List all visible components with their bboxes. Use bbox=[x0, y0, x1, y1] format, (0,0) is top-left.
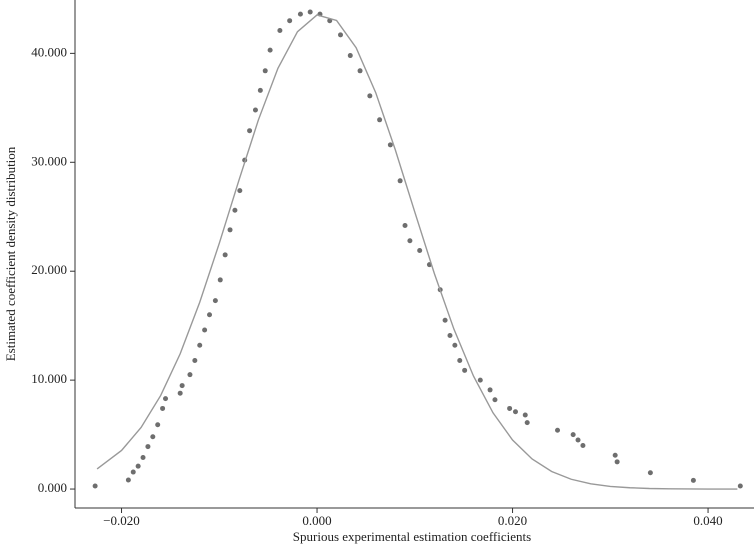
point bbox=[277, 27, 283, 33]
y-tick-label: 30.000 bbox=[31, 153, 67, 168]
point bbox=[570, 432, 576, 438]
y-tick-label: 20.000 bbox=[31, 262, 67, 277]
point bbox=[179, 383, 185, 389]
point bbox=[477, 377, 483, 383]
point bbox=[442, 317, 448, 323]
point bbox=[155, 422, 161, 428]
point bbox=[377, 117, 383, 123]
point bbox=[187, 372, 193, 378]
point bbox=[402, 222, 408, 228]
point bbox=[202, 327, 208, 333]
point bbox=[462, 367, 468, 373]
point bbox=[130, 469, 136, 475]
point bbox=[140, 454, 146, 460]
point bbox=[125, 477, 131, 483]
x-tick-label: 0.040 bbox=[693, 513, 722, 528]
point bbox=[257, 87, 263, 93]
point bbox=[160, 405, 166, 411]
point bbox=[407, 238, 413, 244]
point bbox=[524, 420, 530, 426]
point bbox=[614, 459, 620, 465]
point bbox=[150, 434, 156, 440]
point bbox=[252, 107, 258, 113]
y-tick-label: 0.000 bbox=[38, 480, 67, 495]
point bbox=[135, 463, 141, 469]
point bbox=[222, 252, 228, 258]
point bbox=[287, 18, 293, 24]
x-tick-label: −0.020 bbox=[103, 513, 140, 528]
point bbox=[387, 142, 393, 148]
point bbox=[232, 207, 238, 213]
fit-curve bbox=[96, 14, 738, 490]
point bbox=[507, 405, 513, 411]
point bbox=[297, 11, 303, 17]
y-axis-label: Estimated coefficient density distributi… bbox=[3, 146, 18, 361]
y-tick-label: 40.000 bbox=[31, 44, 67, 59]
point bbox=[492, 397, 498, 403]
point bbox=[555, 427, 561, 433]
point bbox=[163, 396, 169, 402]
point bbox=[397, 178, 403, 184]
point bbox=[487, 387, 493, 393]
point bbox=[367, 93, 373, 99]
x-tick-label: 0.020 bbox=[498, 513, 527, 528]
point bbox=[197, 342, 203, 348]
point bbox=[92, 483, 98, 489]
point bbox=[447, 332, 453, 338]
point bbox=[227, 227, 233, 233]
point bbox=[452, 342, 458, 348]
point bbox=[457, 358, 463, 364]
point bbox=[177, 390, 183, 396]
point bbox=[417, 248, 423, 254]
point bbox=[262, 68, 268, 74]
point bbox=[575, 437, 581, 443]
point bbox=[647, 470, 653, 476]
point bbox=[267, 47, 273, 53]
point bbox=[307, 9, 313, 15]
point bbox=[690, 477, 696, 483]
point bbox=[737, 483, 743, 489]
point bbox=[217, 277, 223, 283]
point bbox=[580, 442, 586, 448]
point bbox=[145, 444, 151, 450]
point bbox=[357, 68, 363, 74]
point bbox=[207, 312, 213, 318]
point bbox=[212, 298, 218, 304]
x-tick-label: 0.000 bbox=[302, 513, 331, 528]
point bbox=[612, 452, 618, 458]
x-axis-label: Spurious experimental estimation coeffic… bbox=[293, 529, 531, 544]
y-tick-label: 10.000 bbox=[31, 371, 67, 386]
point bbox=[247, 128, 253, 134]
point bbox=[522, 412, 528, 418]
point bbox=[338, 32, 344, 38]
point bbox=[192, 358, 198, 364]
point bbox=[237, 188, 243, 194]
point bbox=[347, 53, 353, 59]
point bbox=[512, 409, 518, 415]
